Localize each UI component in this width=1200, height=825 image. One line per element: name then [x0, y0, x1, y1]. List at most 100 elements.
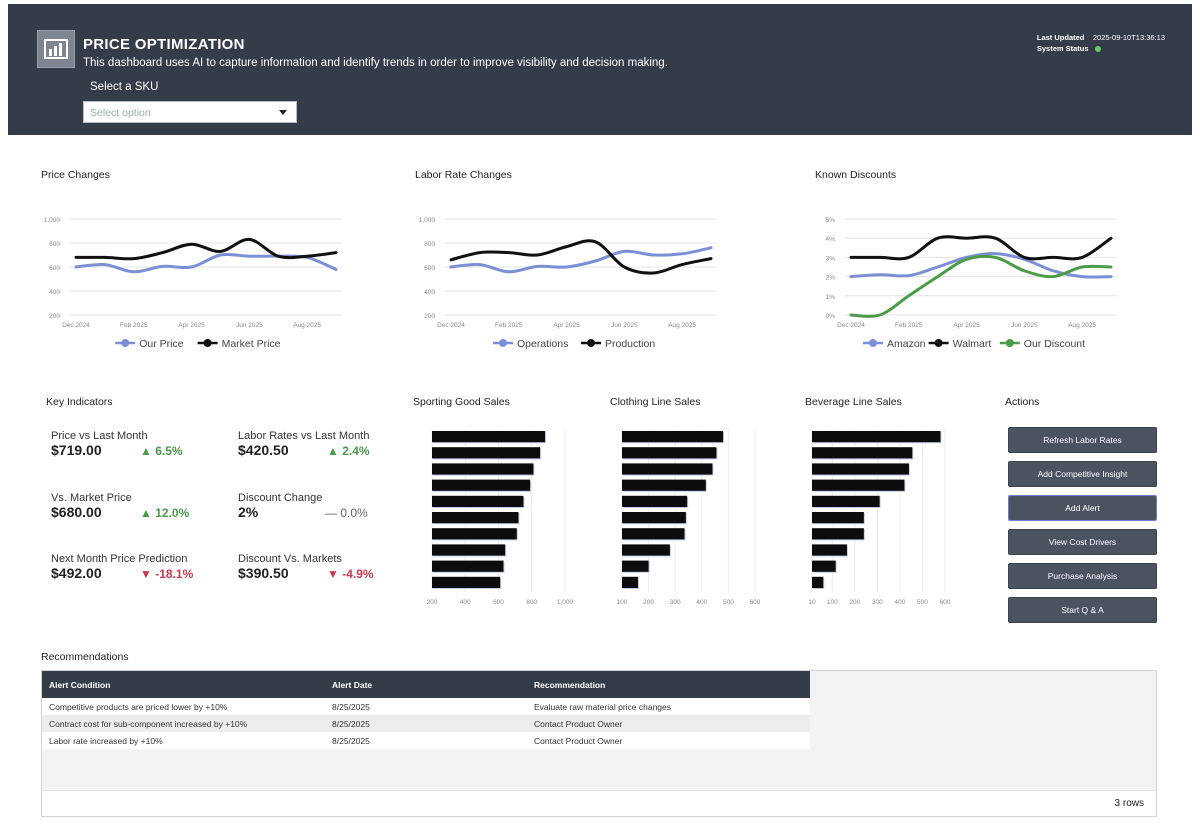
column-header-alert-condition[interactable]: Alert Condition: [42, 671, 325, 698]
y-tick-label: 2%: [826, 275, 836, 282]
kpi-delta: ▲ 6.5%: [140, 444, 183, 458]
refresh-labor-rates-button[interactable]: Refresh Labor Rates: [1008, 427, 1157, 453]
table-header-row: Alert Condition Alert Date Recommendatio…: [42, 671, 810, 698]
bar: [432, 479, 531, 491]
system-status-label: System Status: [1036, 44, 1089, 53]
x-tick-label: 500: [723, 599, 734, 606]
table-row[interactable]: Contract cost for sub-component increase…: [42, 715, 810, 732]
y-tick-label: 1%: [826, 294, 836, 301]
bar: [432, 512, 519, 524]
column-header-recommendation[interactable]: Recommendation: [527, 671, 810, 698]
table-cell: 8/25/2025: [325, 715, 527, 732]
page-title: PRICE OPTIMIZATION: [83, 36, 245, 53]
bar: [622, 431, 724, 443]
x-tick-label: Dec 2024: [62, 322, 90, 329]
table-cell: Contact Product Owner: [527, 732, 810, 749]
series-line: [74, 237, 338, 261]
bar: [432, 560, 504, 572]
table-row[interactable]: Labor rate increased by +10% 8/25/2025 C…: [42, 732, 810, 749]
x-tick-label: 600: [940, 599, 951, 606]
kpi-delta: ▼ -18.1%: [140, 567, 194, 581]
last-updated-value: 2025-09-10T13:36:13: [1092, 33, 1165, 42]
kpi-value: 2%: [238, 504, 259, 520]
bar: [812, 560, 836, 572]
bar: [432, 431, 546, 443]
x-tick-label: 200: [427, 599, 438, 606]
x-tick-label: 300: [872, 599, 883, 606]
x-tick-label: 800: [526, 599, 537, 606]
bar: [622, 560, 649, 572]
legend-marker: [203, 339, 212, 347]
bar: [432, 495, 524, 507]
sku-select-placeholder: Select option: [90, 107, 151, 119]
bar: [622, 576, 638, 588]
x-tick-label: Feb 2025: [895, 322, 923, 329]
kpi-value: $680.00: [51, 504, 102, 520]
bar: [812, 431, 941, 443]
kpi-label: Labor Rates vs Last Month: [238, 430, 370, 442]
y-tick-label: 3%: [826, 255, 836, 262]
x-tick-label: Dec 2024: [437, 322, 465, 329]
x-tick-label: 400: [894, 599, 905, 606]
column-header-alert-date[interactable]: Alert Date: [325, 671, 527, 698]
x-tick-label: Dec 2024: [837, 322, 865, 329]
beverage-sales-chart: 10 100 200 300 400 500 600: [808, 430, 951, 606]
status-indicator-icon: [1094, 46, 1101, 53]
row-count: 3 rows: [42, 790, 1156, 816]
kpi-label: Next Month Price Prediction: [51, 553, 188, 565]
sporting-sales-chart: 200 400 600 800 1,000: [427, 430, 574, 606]
legend-marker: [121, 339, 130, 347]
status-panel: Last Updated 2025-09-10T13:36:13 System S…: [1037, 32, 1165, 54]
x-tick-label: 600: [493, 599, 504, 606]
chart-title-price-changes: Price Changes: [41, 169, 110, 181]
legend-marker: [869, 339, 877, 347]
bar: [622, 512, 686, 524]
x-tick-label: Jun 2025: [611, 322, 638, 329]
y-tick-label: 1,000: [44, 217, 61, 224]
kpi-label: Discount Vs. Markets: [238, 553, 342, 565]
x-tick-label: Apr 2025: [553, 322, 580, 329]
bar: [432, 576, 501, 588]
legend-label: Market Price: [222, 338, 281, 350]
known-discounts-chart: 0% 1% 2% 3% 4% 5% Dec 2024 Feb 2025 Apr 2025 Jun …: [826, 217, 1117, 350]
x-tick-label: 10: [808, 599, 816, 606]
y-tick-label: 200: [424, 313, 435, 320]
legend-label: Our Price: [139, 338, 184, 350]
purchase-analysis-button[interactable]: Purchase Analysis: [1008, 563, 1157, 589]
y-tick-label: 400: [424, 289, 435, 296]
x-tick-label: 200: [643, 599, 654, 606]
x-tick-label: Feb 2025: [120, 322, 148, 329]
recommendations-table-container: Alert Condition Alert Date Recommendatio…: [41, 670, 1157, 817]
series-line: [849, 235, 1113, 261]
bar: [812, 528, 864, 540]
view-cost-drivers-button[interactable]: View Cost Drivers: [1008, 529, 1157, 555]
x-tick-label: Jun 2025: [1011, 322, 1038, 329]
x-tick-label: Feb 2025: [495, 322, 523, 329]
kpi-value: $492.00: [51, 565, 102, 581]
x-tick-label: 600: [750, 599, 761, 606]
bar: [812, 512, 864, 524]
table-row[interactable]: Competitive products are priced lower by…: [42, 698, 810, 715]
x-tick-label: 200: [849, 599, 860, 606]
price-changes-chart: 200 400 600 800 1,000 Dec 2024 Feb 2025 Apr 202…: [44, 217, 342, 350]
y-tick-label: 0%: [826, 313, 836, 320]
x-tick-label: Jun 2025: [236, 322, 263, 329]
legend-label: Walmart: [953, 338, 992, 350]
bar-chart-icon: [44, 39, 68, 59]
sku-label: Select a SKU: [90, 81, 159, 93]
x-tick-label: 1,000: [557, 599, 574, 606]
clothing-sales-chart: 100 200 300 400 500 600: [617, 430, 761, 606]
legend-label: Amazon: [887, 338, 926, 350]
sku-select[interactable]: Select option: [83, 101, 297, 123]
add-competitive-insight-button[interactable]: Add Competitive Insight: [1008, 461, 1157, 487]
table-cell: Competitive products are priced lower by…: [42, 698, 325, 715]
kpi-value: $390.50: [238, 565, 289, 581]
bar: [812, 544, 847, 556]
start-qa-button[interactable]: Start Q & A: [1008, 597, 1157, 623]
legend-marker: [587, 339, 595, 347]
kpi-value: $420.50: [238, 442, 289, 458]
recommendations-table: Alert Condition Alert Date Recommendatio…: [42, 671, 810, 749]
add-alert-button[interactable]: Add Alert: [1008, 495, 1157, 521]
x-tick-label: Aug 2025: [1068, 322, 1096, 329]
x-tick-label: 100: [827, 599, 838, 606]
